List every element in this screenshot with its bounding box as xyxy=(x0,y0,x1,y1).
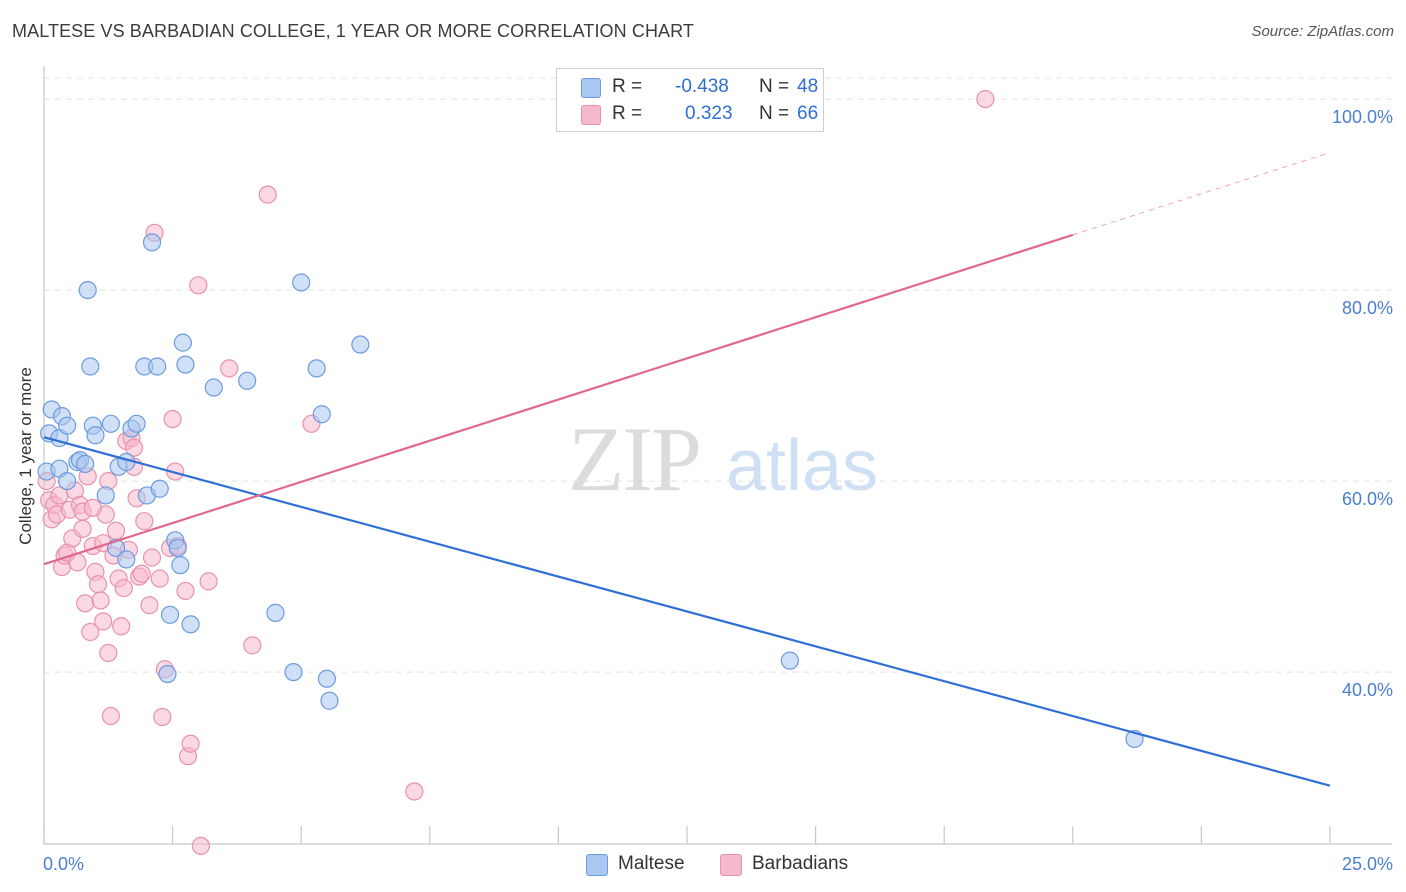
barbadian-point xyxy=(976,89,995,109)
maltese-swatch xyxy=(581,78,601,98)
legend-n-label: N = xyxy=(759,103,790,124)
barbadian-point xyxy=(132,564,151,583)
legend-r-label: R = xyxy=(612,103,643,124)
maltese-point xyxy=(204,378,223,397)
legend-n-label: N = xyxy=(759,76,790,97)
y-tick-label: 60.0% xyxy=(1342,489,1393,509)
maltese-point xyxy=(780,651,799,670)
maltese-point xyxy=(266,603,285,622)
maltese-point xyxy=(76,454,95,474)
maltese-point xyxy=(96,486,115,505)
maltese-point xyxy=(238,371,257,390)
legend-n-value: 48 xyxy=(797,76,819,97)
legend-r-label: R = xyxy=(612,76,643,97)
barbadian-point xyxy=(150,569,169,588)
barbadian-point xyxy=(81,622,100,642)
maltese-point xyxy=(158,664,177,684)
maltese-point xyxy=(58,472,77,491)
maltese-point xyxy=(312,405,331,424)
barbadian-point xyxy=(124,438,144,457)
maltese-point xyxy=(117,550,136,569)
y-tick-label: 100.0% xyxy=(1332,107,1393,127)
maltese-point xyxy=(58,416,77,435)
barbadian-point xyxy=(73,519,92,538)
barbadian-point xyxy=(106,521,126,540)
barbadian-swatch xyxy=(720,854,742,876)
y-tick-label: 40.0% xyxy=(1342,680,1393,700)
barbadian-point xyxy=(99,643,118,663)
maltese-point xyxy=(150,479,169,498)
watermark-atlas: atlas xyxy=(726,426,878,506)
barbadian-point xyxy=(153,707,172,727)
maltese-swatch xyxy=(586,854,608,876)
legend-label-maltese: Maltese xyxy=(618,853,685,874)
barbadian-point xyxy=(88,575,108,594)
barbadian-point xyxy=(83,498,102,517)
maltese-point xyxy=(160,605,180,624)
tick-labels: 40.0% 60.0% 80.0% 100.0% 0.0% 25.0% xyxy=(43,107,1393,874)
barbadian-trend-extension xyxy=(1072,152,1331,236)
barbadian-point xyxy=(243,636,262,655)
maltese-point xyxy=(78,281,97,300)
trend-lines xyxy=(43,152,1331,787)
maltese-point xyxy=(176,355,195,374)
legend-r-value: 0.323 xyxy=(685,103,733,124)
barbadian-point xyxy=(140,596,159,615)
maltese-point xyxy=(101,414,120,433)
barbadian-point xyxy=(191,836,210,856)
barbadian-point xyxy=(94,612,113,631)
watermark-zip: ZIP xyxy=(568,408,700,510)
legend-n-value: 66 xyxy=(797,103,819,124)
barbadian-swatch xyxy=(581,105,601,125)
barbadian-point xyxy=(258,185,277,204)
maltese-point xyxy=(148,357,167,376)
x-tick-label: 0.0% xyxy=(43,854,84,874)
y-tick-label: 80.0% xyxy=(1342,298,1393,318)
barbadian-point xyxy=(91,591,110,610)
data-points xyxy=(37,89,1144,856)
barbadian-point xyxy=(199,572,218,591)
legend-r-value: -0.438 xyxy=(675,76,729,97)
barbadian-point xyxy=(181,734,200,753)
maltese-point xyxy=(181,615,200,634)
maltese-point xyxy=(307,359,326,378)
barbadian-point xyxy=(189,276,208,295)
maltese-point xyxy=(317,669,337,688)
maltese-point xyxy=(351,335,370,354)
maltese-point xyxy=(127,414,146,433)
maltese-point xyxy=(173,333,192,352)
barbadian-point xyxy=(142,548,162,567)
chart-title: MALTESE VS BARBADIAN COLLEGE, 1 YEAR OR … xyxy=(12,21,695,41)
maltese-point xyxy=(106,538,126,558)
maltese-point xyxy=(81,357,100,376)
barbadian-point xyxy=(135,512,154,531)
barbadian-point xyxy=(114,578,133,598)
barbadian-point xyxy=(176,581,195,601)
maltese-point xyxy=(171,556,190,575)
correlation-legend: R = -0.438 N = 48 R = 0.323 N = 66 xyxy=(556,68,824,132)
chart-source: Source: ZipAtlas.com xyxy=(1251,23,1394,40)
x-tick-label: 25.0% xyxy=(1342,854,1393,874)
maltese-point xyxy=(142,233,162,252)
maltese-point xyxy=(292,273,311,292)
maltese-point xyxy=(284,662,303,682)
barbadian-trend-line xyxy=(43,233,1074,566)
watermark: ZIP atlas xyxy=(568,408,878,510)
maltese-point xyxy=(320,691,339,710)
barbadian-point xyxy=(101,706,120,726)
barbadian-point xyxy=(112,617,131,636)
axes xyxy=(43,66,1392,845)
barbadian-point xyxy=(220,359,239,378)
barbadian-point xyxy=(405,782,424,801)
maltese-point xyxy=(168,538,187,558)
maltese-point xyxy=(86,426,105,445)
barbadian-point xyxy=(163,409,182,429)
barbadian-point xyxy=(76,594,95,613)
legend-label-barbadians: Barbadians xyxy=(752,853,849,874)
